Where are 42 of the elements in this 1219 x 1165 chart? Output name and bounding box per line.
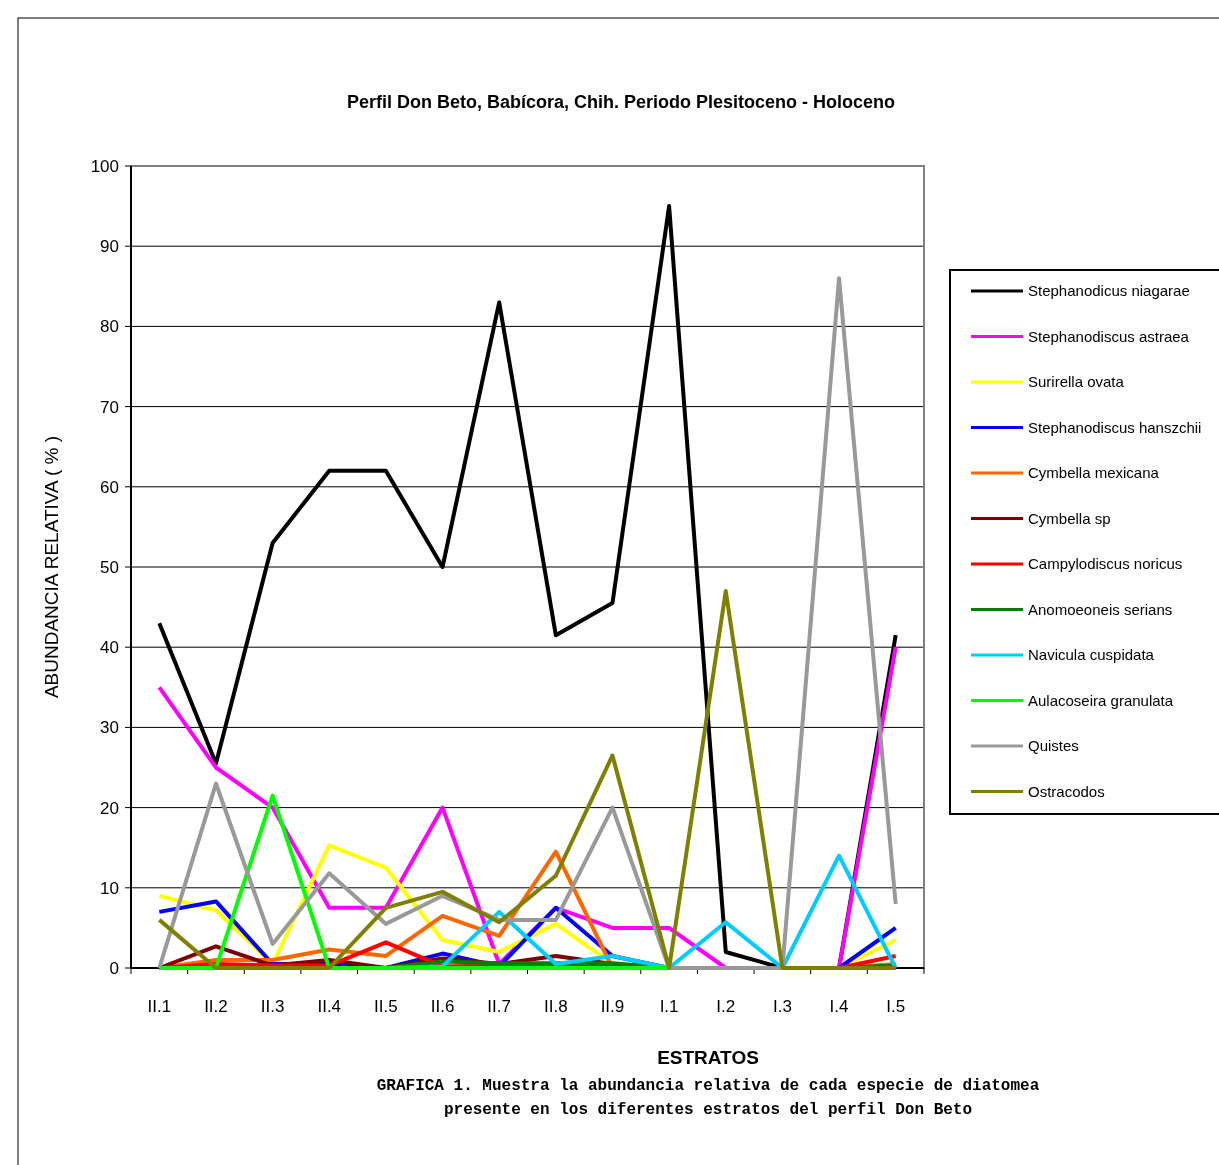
x-tick-label: II.4	[317, 997, 342, 1016]
x-tick-label: II.5	[374, 997, 398, 1016]
y-tick-label: 40	[100, 638, 119, 658]
y-tick-label: 80	[100, 317, 119, 337]
legend-label: Aulacoseira granulata	[1028, 691, 1174, 709]
x-tick-label: I.3	[772, 997, 792, 1016]
x-tick-label: II.9	[600, 997, 625, 1016]
legend-label: Ostracodos	[1028, 782, 1105, 800]
legend-label: Cymbella mexicana	[1028, 464, 1160, 482]
text: GRAFICA 1. Muestra la abundancia relativa de cada especie de diatomea	[376, 1077, 1040, 1095]
chart-title: Perfil Don Beto, Babícora, Chih. Periodo Plesitoceno - Holoceno	[346, 92, 896, 112]
legend-label: Stephanodiscus hanszchii	[1028, 418, 1202, 436]
text: presente en los diferentes estratos del perfil Don Beto	[443, 1101, 973, 1119]
legend-label: Quistes	[1028, 737, 1079, 755]
x-axis-title: ESTRATOS	[657, 1047, 759, 1068]
x-tick-label: II.6	[430, 997, 455, 1016]
x-tick-label: I.4	[829, 997, 849, 1016]
y-tick-label: 100	[90, 156, 119, 176]
y-tick-label: 90	[100, 237, 119, 257]
x-tick-label: II.3	[260, 997, 285, 1016]
legend-label: Stephanodicus niagarae	[1028, 282, 1190, 300]
legend-label: Cymbella sp	[1028, 509, 1111, 527]
y-tick-label: 70	[100, 397, 119, 417]
x-tick-label: II.7	[487, 997, 511, 1016]
x-tick-label: II.1	[147, 997, 172, 1016]
y-tick-label: 60	[100, 477, 119, 497]
legend-label: Campylodiscus noricus	[1028, 555, 1183, 573]
y-tick-label: 20	[100, 798, 119, 818]
legend-label: Navicula cuspidata	[1028, 646, 1155, 664]
y-tick-label: 50	[100, 557, 119, 577]
x-tick-label: II.8	[544, 997, 568, 1016]
y-axis-title: ABUNDANCIA RELATIVA ( % )	[41, 435, 62, 699]
x-tick-label: I.1	[659, 997, 679, 1016]
legend-label: Surirella ovata	[1028, 373, 1125, 391]
x-tick-label: II.2	[204, 997, 228, 1016]
x-tick-label: I.2	[716, 997, 736, 1016]
y-tick-label: 30	[100, 718, 119, 738]
y-tick-label: 10	[100, 878, 119, 898]
x-tick-label: I.5	[886, 997, 906, 1016]
legend-label: Stephanodiscus astraea	[1028, 327, 1190, 345]
y-tick-label: 0	[109, 958, 119, 978]
legend-label: Anomoeoneis serians	[1028, 600, 1173, 618]
